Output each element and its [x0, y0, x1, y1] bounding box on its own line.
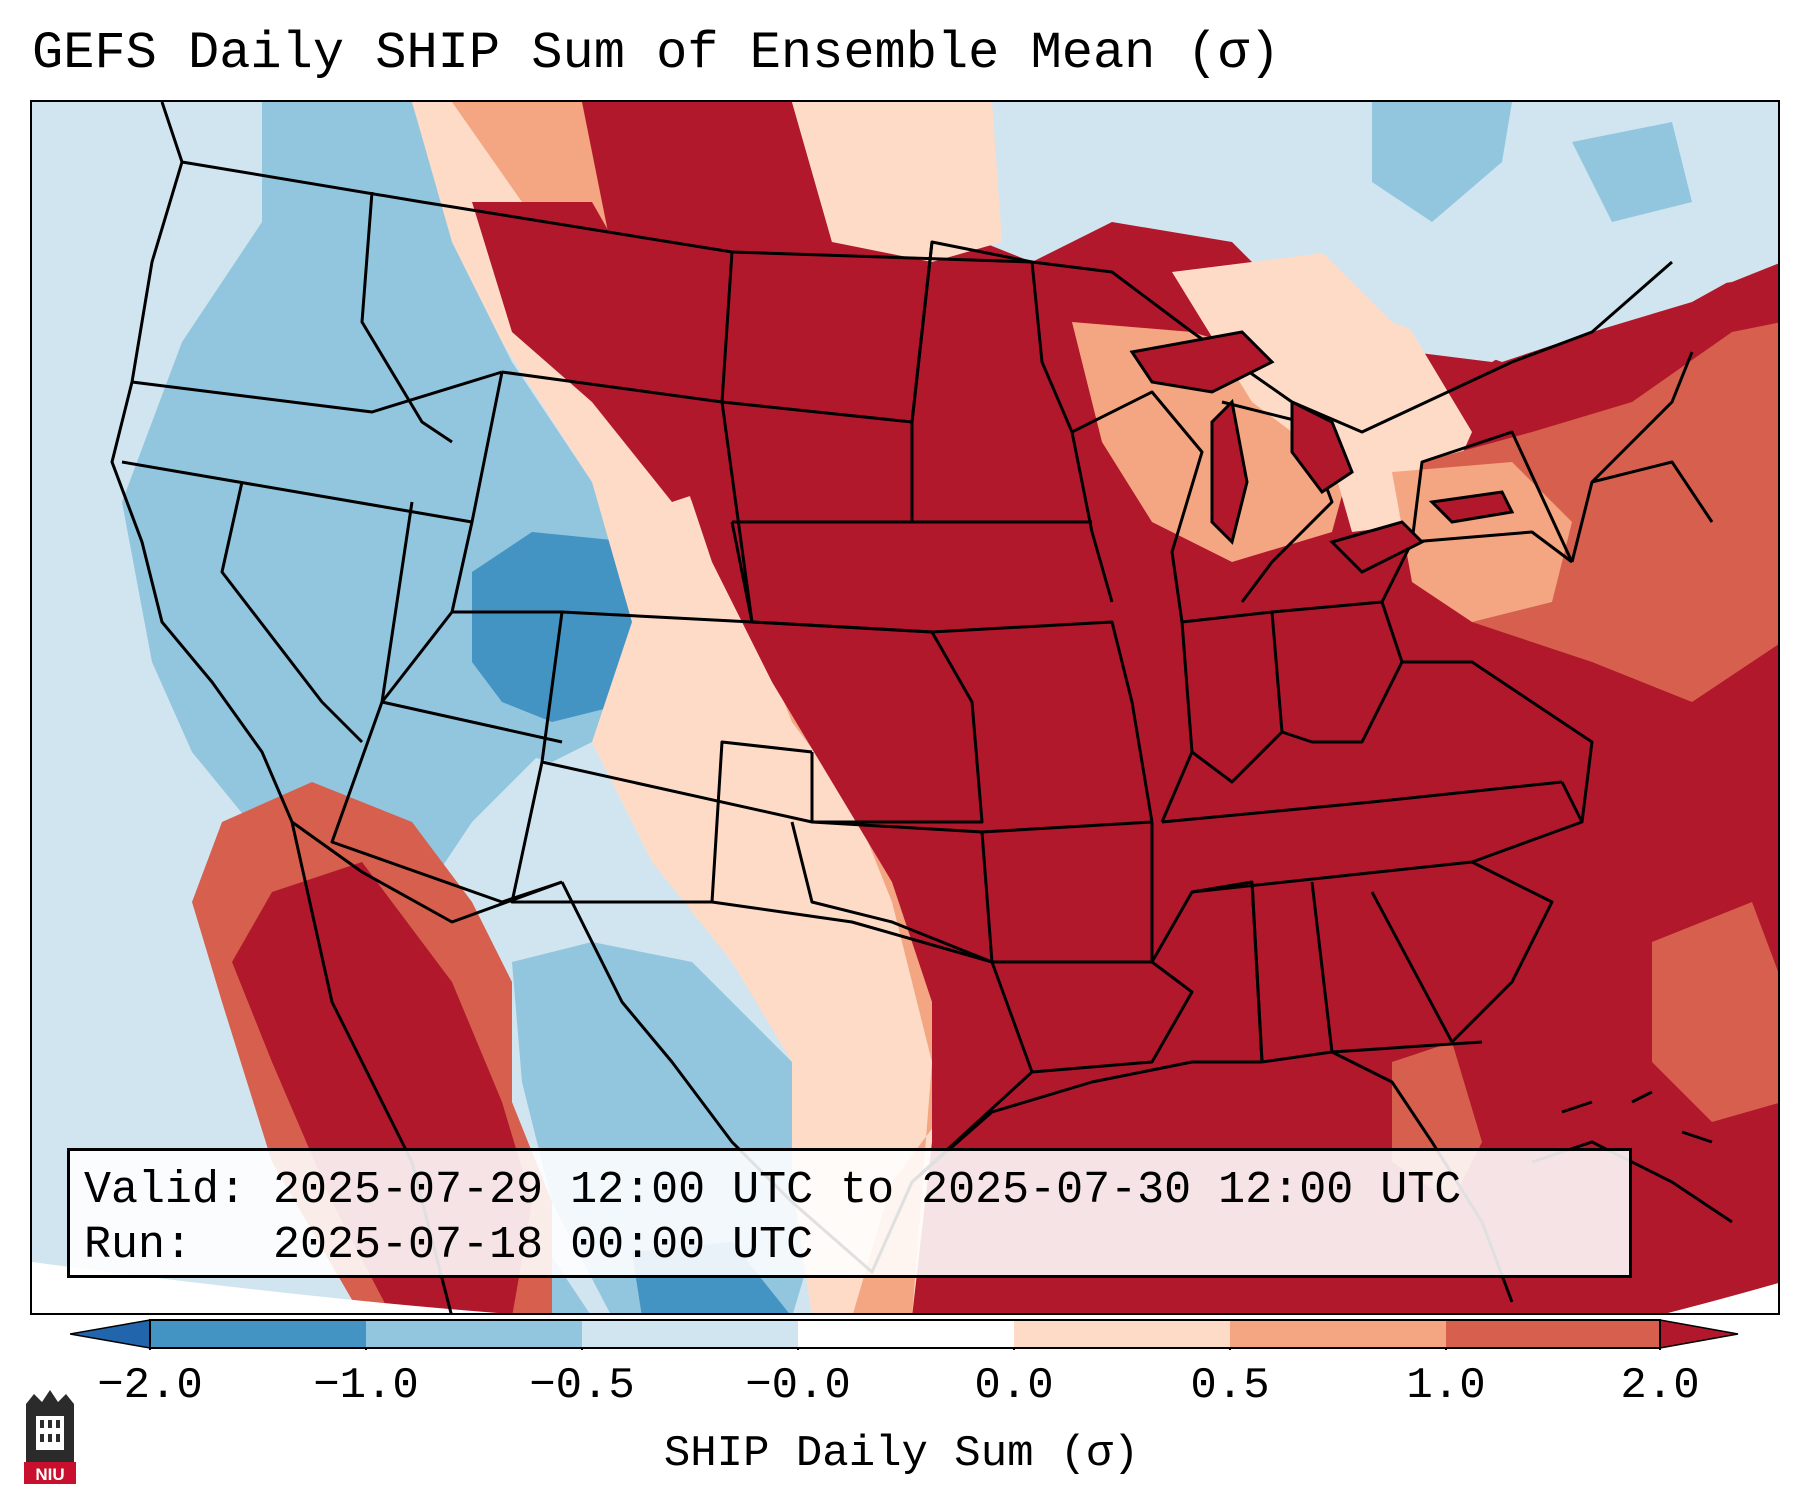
colorbar: [70, 1319, 1739, 1350]
anomaly-light-pink-band: [412, 102, 932, 1313]
colorbar-tick-label: −0.0: [745, 1361, 851, 1411]
anomaly-northwest-dark-red: [472, 202, 732, 502]
colorbar-tick-label: 2.0: [1620, 1361, 1700, 1411]
anomaly-east-dark-red: [582, 102, 1778, 1313]
colorbar-tick-label: −2.0: [97, 1361, 203, 1411]
colorbar-bin-6: [1230, 1320, 1446, 1348]
university-tower-icon: NIU: [24, 1390, 76, 1484]
projection-edge-right: [1667, 1283, 1778, 1313]
validity-box: Valid: 2025-07-29 12:00 UTC to 2025-07-3…: [67, 1148, 1632, 1278]
valid-time: Valid: 2025-07-29 12:00 UTC to 2025-07-3…: [84, 1165, 1462, 1216]
map-panel: [30, 100, 1780, 1315]
colorbar-tick-label: 1.0: [1406, 1361, 1486, 1411]
anomaly-west-blue: [122, 102, 652, 1313]
anomaly-north-dakota-light: [792, 102, 1002, 262]
colorbar-extend-high: [1659, 1319, 1739, 1349]
colorbar-tick-label: 0.5: [1190, 1361, 1270, 1411]
colorbar-tick-marks: [149, 1348, 1661, 1350]
projection-edge: [32, 1262, 498, 1313]
colorbar-label: SHIP Daily Sum (σ): [663, 1429, 1140, 1479]
colorbar-bin-7: [1446, 1320, 1660, 1348]
anomaly-quebec-blue: [1372, 102, 1692, 222]
colorbar-tick-label: −0.5: [529, 1361, 635, 1411]
colorbar-extend-low: [70, 1319, 151, 1349]
colorbar-bin-5: [1014, 1320, 1230, 1348]
logo-text: NIU: [35, 1465, 64, 1484]
anomaly-utah-dark-blue: [472, 532, 652, 722]
colorbar-bin-4: [798, 1320, 1014, 1348]
chart-title: GEFS Daily SHIP Sum of Ensemble Mean (σ): [32, 24, 1281, 83]
anomaly-atlantic-salmon: [1652, 902, 1778, 1122]
colorbar-bin-3: [582, 1320, 798, 1348]
colorbar-tick-label: 0.0: [974, 1361, 1054, 1411]
run-time: Run: 2025-07-18 00:00 UTC: [84, 1220, 814, 1271]
colorbar-bin-2: [366, 1320, 582, 1348]
colorbar-bin-1: [150, 1320, 366, 1348]
great-lakes: [1129, 330, 1515, 574]
colorbar-tick-label: −1.0: [313, 1361, 419, 1411]
map-svg: [32, 102, 1778, 1313]
